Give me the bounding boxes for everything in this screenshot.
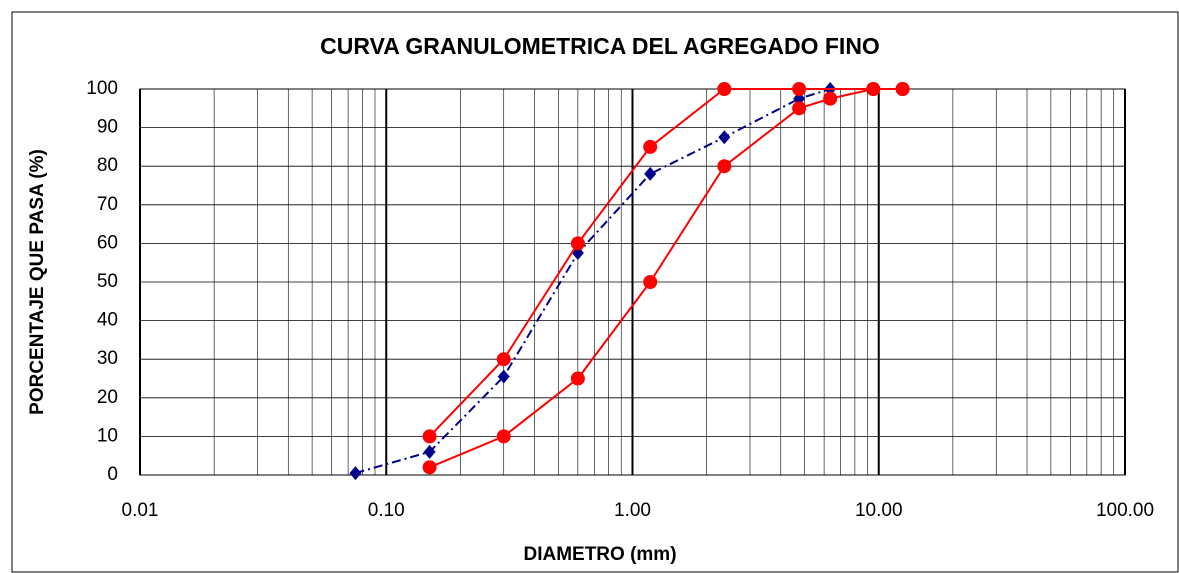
marker [643,275,658,289]
marker [422,429,437,444]
series-line [428,88,903,438]
x-axis-label: DIAMETRO (mm) [523,544,676,565]
x-tick-label: 10.00 [855,500,903,521]
marker [570,236,585,251]
x-tick-label: 1.00 [614,500,651,521]
y-tick-label: 10 [97,425,118,446]
x-tick-label: 100.00 [1096,500,1154,521]
marker [823,91,838,106]
marker [717,82,732,96]
y-axis-label: PORCENTAJE QUE PASA (%) [27,149,48,415]
y-tick-label: 90 [97,117,118,138]
marker [717,159,732,174]
y-tick-label: 70 [97,194,118,215]
marker [570,371,585,386]
marker [496,429,511,444]
y-tick-label: 100 [86,78,118,99]
y-tick-label: 30 [97,348,118,369]
marker [497,369,510,384]
marker [349,466,362,481]
marker [422,460,437,475]
x-tick-label: 0.01 [122,500,159,521]
y-tick-label: 40 [97,310,118,331]
marker [644,166,657,181]
y-tick-label: 20 [97,387,118,408]
marker [718,130,731,145]
x-tick-label: 0.10 [368,500,405,521]
plot-border [139,88,1126,476]
y-tick-label: 80 [97,155,118,176]
marker [792,82,807,96]
marker [423,444,436,459]
y-tick-label: 0 [107,464,118,485]
marker [895,82,910,96]
marker [866,82,881,96]
marker [792,101,807,116]
marker [643,139,658,154]
chart-title: CURVA GRANULOMETRICA DEL AGREGADO FINO [320,33,880,59]
y-tick-label: 60 [97,232,118,253]
marker [496,352,511,367]
y-tick-label: 50 [97,271,118,292]
series-line [355,88,874,475]
